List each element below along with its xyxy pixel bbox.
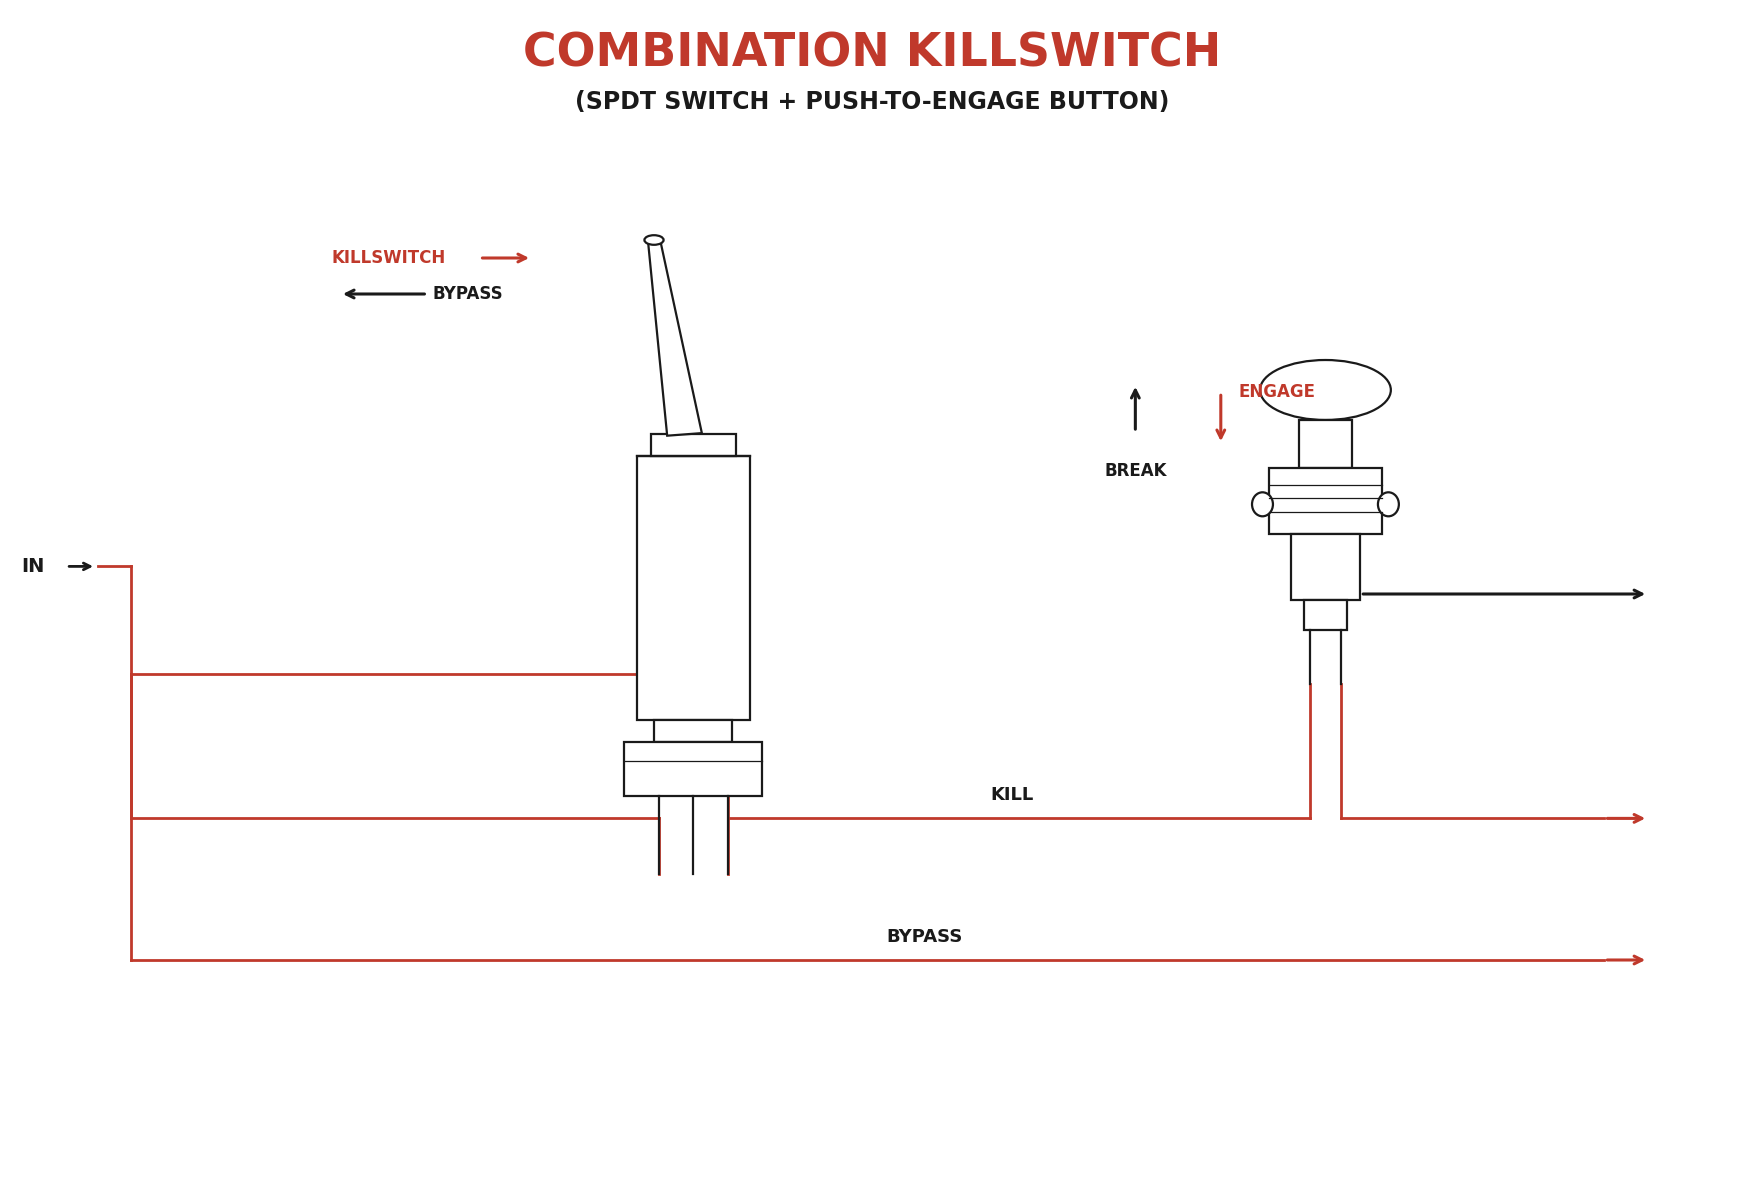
Ellipse shape [1378, 492, 1399, 516]
Ellipse shape [645, 235, 663, 245]
Polygon shape [649, 240, 701, 436]
Text: KILL: KILL [991, 786, 1032, 804]
Bar [1291, 534, 1360, 600]
Bar [1299, 420, 1352, 468]
Text: BYPASS: BYPASS [886, 928, 963, 946]
Text: KILLSWITCH: KILLSWITCH [331, 248, 446, 266]
Bar [1305, 600, 1348, 630]
Ellipse shape [1259, 360, 1392, 420]
Bar [651, 434, 736, 456]
Text: BREAK: BREAK [1104, 462, 1167, 480]
Bar [1270, 468, 1381, 534]
Text: COMBINATION KILLSWITCH: COMBINATION KILLSWITCH [523, 31, 1221, 77]
Ellipse shape [1252, 492, 1273, 516]
Text: ENGAGE: ENGAGE [1238, 383, 1315, 401]
Bar [624, 742, 762, 796]
Text: (SPDT SWITCH + PUSH-TO-ENGAGE BUTTON): (SPDT SWITCH + PUSH-TO-ENGAGE BUTTON) [576, 90, 1168, 114]
Bar [637, 456, 750, 720]
Text: IN: IN [21, 557, 44, 576]
Bar [654, 720, 732, 742]
Text: BYPASS: BYPASS [433, 284, 502, 302]
